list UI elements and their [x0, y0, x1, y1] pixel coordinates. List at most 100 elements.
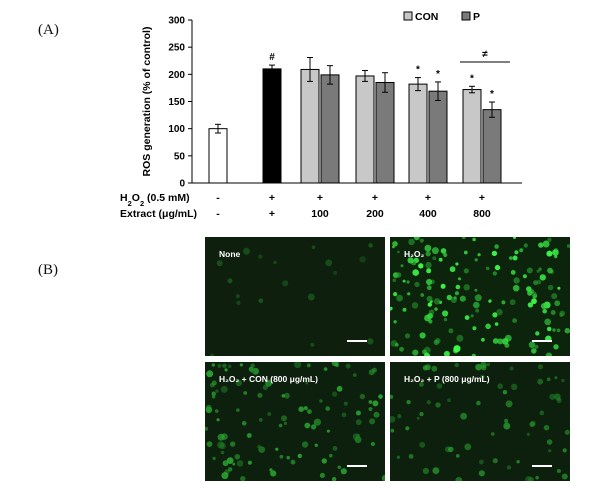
y-tick-label: 0 — [179, 179, 185, 190]
cell-spot — [485, 323, 491, 330]
cell-spot — [390, 416, 396, 423]
cell-spot — [432, 467, 440, 475]
cell-spot — [425, 251, 431, 257]
cell-spot — [455, 477, 463, 481]
cell-spot — [440, 248, 447, 254]
cell-spot — [509, 366, 514, 371]
cell-spot — [419, 411, 424, 417]
cell-spot — [535, 331, 540, 336]
cell-spot — [554, 300, 561, 307]
cell-spot — [491, 250, 498, 257]
cell-spot — [497, 383, 503, 389]
cell-spot — [220, 450, 225, 455]
cell-spot — [239, 363, 243, 367]
cell-spot — [513, 237, 516, 239]
cell-spot — [424, 352, 429, 356]
cell-spot — [434, 307, 438, 311]
micrograph-caption: H₂O₂ — [404, 249, 425, 259]
legend-label-con: CON — [415, 11, 438, 23]
cell-spot — [211, 363, 215, 367]
cell-spot — [258, 446, 266, 453]
bar-h2o2 — [262, 68, 282, 184]
cell-spot — [546, 250, 553, 257]
cell-spot — [281, 394, 285, 398]
cell-spot — [214, 409, 219, 413]
cell-spot — [510, 270, 516, 275]
cell-spot — [470, 314, 474, 318]
x-row-value: 400 — [419, 208, 437, 220]
cell-spot — [340, 468, 347, 475]
cell-spot — [561, 473, 568, 480]
cell-spot — [314, 443, 318, 447]
cell-spot — [407, 257, 414, 264]
cell-spot — [332, 446, 338, 451]
cell-spot — [333, 270, 338, 275]
cell-spot — [422, 467, 429, 475]
cell-spot — [516, 460, 520, 464]
significance-mark: * — [470, 73, 474, 84]
cell-spot — [473, 301, 480, 309]
cell-spot — [455, 454, 460, 458]
cell-spot — [463, 268, 469, 274]
cell-spot — [205, 426, 208, 431]
cell-spot — [448, 446, 454, 453]
cell-spot — [512, 318, 517, 323]
cell-spot — [525, 476, 532, 481]
cell-spot — [501, 300, 506, 305]
cell-spot — [480, 362, 487, 369]
cell-spot — [217, 363, 222, 368]
cell-spot — [431, 365, 438, 372]
cell-spot — [257, 392, 263, 398]
cell-spot — [456, 334, 464, 342]
cell-spot — [547, 267, 553, 274]
cell-spot — [368, 407, 373, 412]
cell-spot — [368, 400, 373, 404]
cell-spot — [537, 364, 544, 370]
cell-spot — [475, 363, 482, 371]
micrograph-caption: H₂O₂ + CON (800 μg/mL) — [219, 374, 318, 384]
cell-spot — [419, 441, 426, 448]
cell-spot — [275, 447, 279, 451]
scale-bar — [532, 465, 552, 467]
cell-spot — [323, 367, 328, 371]
bar-con — [355, 75, 375, 184]
cell-spot — [453, 345, 461, 353]
cell-spot — [447, 398, 451, 403]
cell-spot — [554, 376, 558, 380]
bar-con — [300, 68, 320, 184]
cell-spot — [211, 391, 216, 396]
significance-mark: * — [436, 69, 440, 80]
cell-spot — [480, 374, 485, 379]
cell-spot — [392, 241, 398, 247]
cell-spot — [562, 448, 567, 453]
cell-spot — [381, 474, 385, 481]
cell-spot — [258, 298, 264, 304]
cell-spot — [557, 286, 561, 290]
cell-spot — [556, 469, 561, 473]
cell-spot — [372, 400, 379, 407]
cell-spot — [442, 310, 449, 317]
cell-spot — [404, 333, 411, 339]
cell-spot — [551, 293, 558, 300]
cell-spot — [355, 419, 362, 426]
cell-spot — [210, 353, 215, 356]
cell-spot — [494, 244, 499, 249]
cell-spot — [477, 253, 481, 257]
cell-spot — [232, 462, 236, 466]
cell-spot — [502, 338, 509, 345]
x-row-value: + — [425, 192, 431, 204]
cell-spot — [294, 362, 302, 369]
cell-spot — [217, 433, 225, 441]
cell-spot — [536, 269, 540, 273]
cell-spot — [455, 284, 461, 290]
cell-spot — [522, 274, 527, 279]
cell-spot — [552, 328, 556, 332]
cell-spot — [413, 237, 420, 241]
cell-spot — [457, 277, 462, 281]
cell-spot — [537, 378, 544, 385]
micrograph-caption: None — [219, 249, 241, 259]
cell-spot — [531, 298, 537, 305]
cell-spot — [426, 285, 432, 291]
cell-spot — [406, 280, 410, 284]
cell-spot — [408, 454, 414, 459]
